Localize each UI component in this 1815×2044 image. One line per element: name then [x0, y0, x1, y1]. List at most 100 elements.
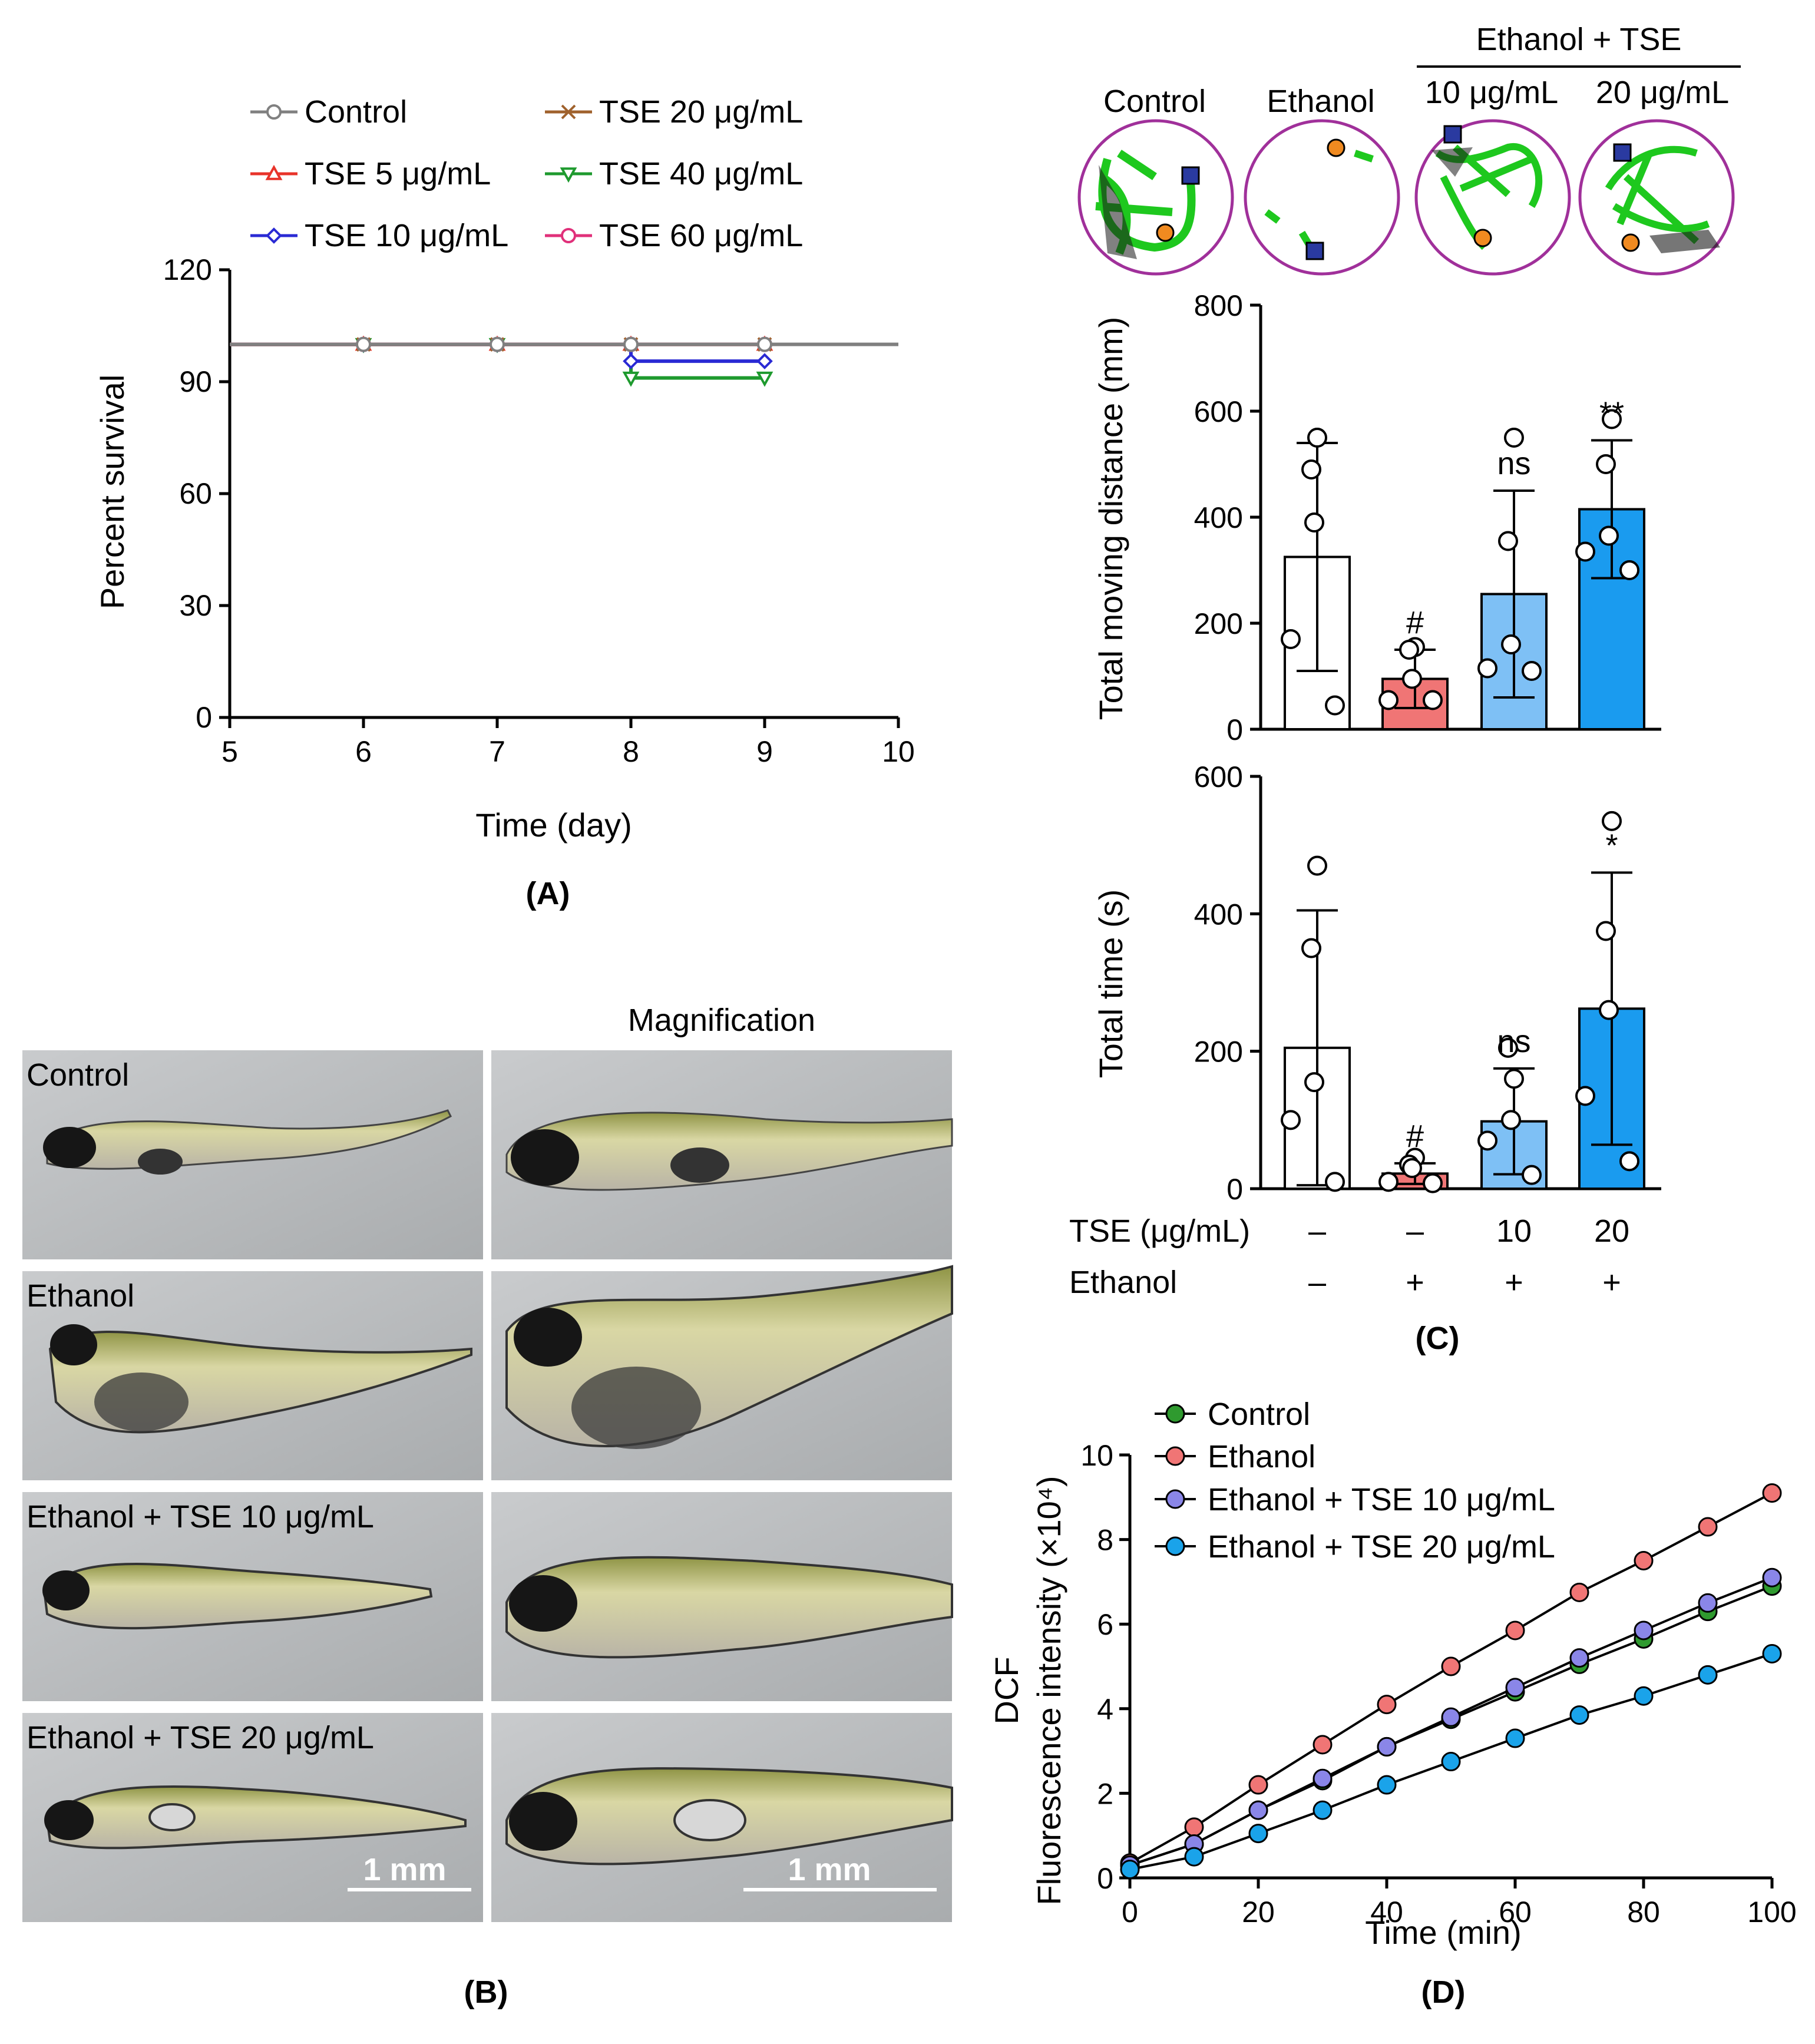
condition-value: –: [1406, 1213, 1424, 1249]
y-tick-label: 10: [1080, 1439, 1113, 1472]
eye-icon: [509, 1792, 577, 1851]
data-point: [561, 228, 576, 243]
distance-bars: # ns **: [1281, 396, 1645, 730]
data-point: [356, 336, 371, 352]
data-point: [1498, 531, 1518, 551]
survival-x-label: Time (day): [475, 806, 632, 844]
data-point: [1619, 560, 1639, 580]
x-tick-label: 10: [882, 735, 915, 768]
data-point: [1402, 1158, 1422, 1178]
time-y-label: Total time (s): [1092, 889, 1129, 1079]
end-marker-icon: [1181, 166, 1200, 185]
data-point: [1377, 1737, 1397, 1757]
data-point: [1301, 938, 1321, 958]
y-tick-label: 200: [1194, 1036, 1243, 1069]
scale-bar-label: 1 mm: [363, 1852, 446, 1887]
track-path: [1605, 145, 1710, 244]
yolk-icon: [571, 1367, 701, 1449]
condition-value: +: [1602, 1265, 1621, 1300]
eye-icon: [43, 1127, 96, 1168]
survival-chart: Control TSE 5 μg/mL TSE 10 μg/mL TSE 20 μg/…: [94, 94, 915, 844]
legend-marker: [1165, 1404, 1185, 1424]
image-label-control: Control: [27, 1057, 129, 1093]
image-label-tse20: Ethanol + TSE 20 μg/mL: [27, 1720, 374, 1755]
data-point: [490, 336, 505, 352]
x-tick-label: 80: [1627, 1896, 1660, 1929]
y-tick-label: 800: [1194, 289, 1243, 322]
data-point: [756, 371, 773, 387]
y-tick-label: 90: [179, 365, 212, 398]
eye-icon: [511, 1129, 579, 1186]
data-point: [756, 353, 773, 369]
condition-value: –: [1308, 1265, 1326, 1300]
eye-icon: [44, 1800, 94, 1840]
data-point: [1313, 1735, 1333, 1755]
panel-a-label: (A): [526, 876, 570, 911]
y-tick-label: 0: [1097, 1862, 1113, 1895]
data-point: [1634, 1620, 1654, 1641]
data-point: [1377, 1775, 1397, 1795]
y-tick-label: 0: [196, 701, 212, 734]
data-point: [1762, 1567, 1782, 1587]
condition-value: +: [1406, 1265, 1424, 1300]
track-dense: [1099, 165, 1137, 259]
data-point: [1762, 1643, 1782, 1663]
legend-label: TSE 10 μg/mL: [305, 218, 508, 253]
start-marker-icon: [1621, 233, 1640, 252]
data-point: [1498, 1037, 1518, 1058]
legend-label: Control: [305, 94, 407, 130]
significance-label: *: [1605, 828, 1618, 863]
data-point: [1599, 1000, 1619, 1020]
data-point: [1505, 1620, 1525, 1641]
legend-label: Ethanol + TSE 10 μg/mL: [1208, 1482, 1555, 1517]
data-point: [1313, 1800, 1333, 1820]
legend-label: Ethanol: [1208, 1439, 1315, 1474]
y-tick-label: 120: [163, 253, 212, 286]
panel-d-label: (D): [1421, 1974, 1466, 2010]
data-point: [1441, 1752, 1461, 1772]
x-tick-label: 20: [1242, 1896, 1275, 1929]
y-tick-label: 30: [179, 589, 212, 622]
legend-marker: [1165, 1489, 1185, 1509]
x-tick-label: 100: [1747, 1896, 1796, 1929]
data-point: [1313, 1768, 1333, 1788]
y-tick-label: 0: [1226, 1173, 1243, 1206]
data-point: [1596, 454, 1616, 474]
data-point: [1307, 855, 1327, 876]
panel-c-label: (C): [1416, 1321, 1460, 1356]
y-tick-label: 6: [1097, 1608, 1113, 1641]
larva-tse10: [42, 1563, 433, 1630]
time-bars: # ns *: [1281, 811, 1645, 1193]
data-point: [1248, 1800, 1268, 1820]
significance-label: #: [1406, 605, 1424, 640]
data-point: [1304, 1072, 1324, 1093]
track-group-label: Ethanol + TSE: [1476, 22, 1682, 57]
data-point: [1477, 658, 1497, 679]
track-path: [1095, 150, 1196, 255]
scale-bar-label: 1 mm: [788, 1852, 871, 1887]
legend-label: TSE 60 μg/mL: [599, 218, 803, 253]
data-point: [1596, 921, 1616, 941]
data-point: [1377, 1695, 1397, 1715]
x-tick-label: 7: [489, 735, 505, 768]
y-tick-label: 8: [1097, 1524, 1113, 1557]
survival-legend: Control TSE 5 μg/mL TSE 10 μg/mL TSE 20 μg/…: [250, 94, 803, 253]
end-marker-icon: [1443, 125, 1462, 144]
x-tick-label: 9: [756, 735, 773, 768]
x-tick-label: 60: [1499, 1896, 1532, 1929]
larva-tse20: [45, 1785, 467, 1850]
data-point: [1522, 661, 1542, 681]
data-point: [1504, 428, 1524, 448]
track-label-tse10: 10 μg/mL: [1425, 75, 1558, 110]
y-tick-label: 200: [1194, 607, 1243, 640]
data-point: [1184, 1847, 1204, 1867]
data-point: [1634, 1686, 1654, 1706]
start-marker-icon: [1156, 223, 1175, 242]
data-point: [1378, 690, 1399, 710]
dcf-series: [1120, 1483, 1782, 1880]
data-point: [1575, 541, 1595, 562]
swim-bladder-icon: [138, 1149, 183, 1175]
arena-tse10: [1414, 119, 1571, 276]
end-marker-icon: [1613, 143, 1632, 162]
legend-label: TSE 40 μg/mL: [599, 156, 803, 191]
